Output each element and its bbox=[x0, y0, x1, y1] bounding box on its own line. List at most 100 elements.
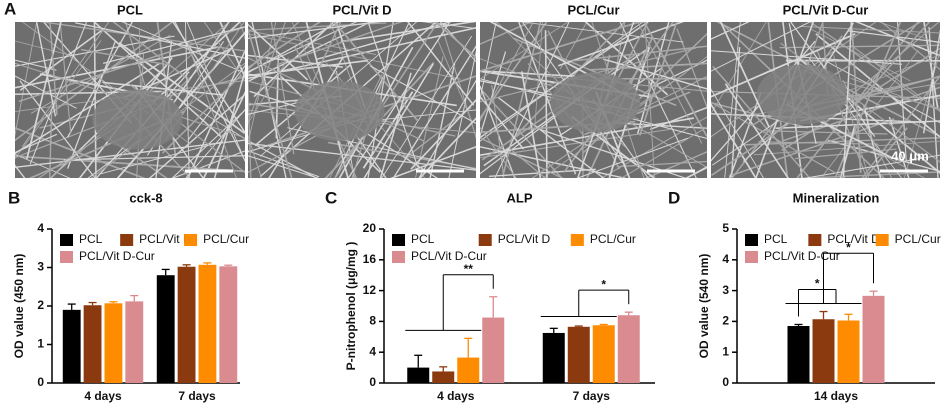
fiber bbox=[711, 22, 811, 72]
fiber bbox=[563, 22, 674, 173]
fiber bbox=[15, 75, 77, 109]
fiber bbox=[15, 139, 245, 168]
fiber bbox=[842, 80, 893, 178]
fiber bbox=[26, 22, 62, 160]
legend-label: PCL/Cur bbox=[895, 232, 941, 246]
legend-swatch bbox=[570, 234, 584, 246]
fiber bbox=[186, 102, 245, 140]
significance: ** bbox=[464, 262, 474, 276]
fiber bbox=[494, 22, 570, 178]
fiber bbox=[577, 22, 635, 178]
fiber bbox=[248, 30, 377, 56]
legend-swatch bbox=[120, 234, 134, 246]
fiber bbox=[248, 22, 382, 40]
fiber bbox=[711, 22, 750, 40]
fiber bbox=[753, 140, 940, 156]
legend-swatch bbox=[478, 234, 492, 246]
bar bbox=[125, 301, 144, 383]
fiber bbox=[370, 65, 476, 124]
panel-label: A bbox=[4, 0, 16, 18]
fiber bbox=[185, 109, 245, 178]
fiber bbox=[171, 150, 245, 178]
fiber bbox=[491, 84, 505, 178]
legend-label: PCL bbox=[411, 232, 435, 246]
fiber bbox=[248, 99, 308, 115]
fiber bbox=[724, 83, 790, 178]
legend-label: PCL/Vit D bbox=[139, 232, 192, 246]
bar bbox=[104, 303, 123, 383]
fiber bbox=[19, 80, 96, 178]
fiber bbox=[534, 22, 543, 131]
fiber bbox=[15, 62, 243, 138]
fiber bbox=[112, 22, 190, 81]
fiber bbox=[878, 22, 940, 45]
fiber bbox=[600, 116, 707, 178]
fiber bbox=[850, 22, 862, 174]
fiber bbox=[437, 40, 472, 121]
bar bbox=[62, 309, 81, 383]
fiber bbox=[649, 106, 707, 131]
fiber bbox=[418, 117, 476, 178]
fiber bbox=[21, 22, 110, 148]
bar bbox=[177, 266, 196, 383]
legend-label: PCL/Vit D-Cur bbox=[764, 249, 840, 263]
fiber bbox=[253, 22, 335, 98]
fiber bbox=[544, 30, 548, 178]
image-title: PCL bbox=[117, 2, 143, 17]
bar bbox=[219, 266, 238, 383]
legend-label: PCL/Cur bbox=[590, 232, 636, 246]
cell bbox=[294, 81, 385, 142]
fiber bbox=[103, 26, 245, 64]
bar bbox=[812, 319, 835, 383]
y-tick-label: 1 bbox=[722, 344, 729, 358]
fiber bbox=[148, 93, 245, 178]
fiber bbox=[842, 22, 853, 178]
y-tick-label: 4 bbox=[37, 221, 44, 235]
legend-label: PCL bbox=[764, 232, 788, 246]
fiber bbox=[497, 97, 605, 178]
fiber bbox=[187, 49, 245, 178]
fiber bbox=[248, 22, 340, 74]
fiber bbox=[711, 102, 757, 178]
fiber bbox=[834, 22, 902, 178]
bar bbox=[787, 326, 810, 383]
legend-label: PCL bbox=[79, 232, 103, 246]
y-tick-label: 2 bbox=[37, 298, 44, 312]
fiber bbox=[15, 35, 175, 67]
legend-label: PCL/Vit D-Cur bbox=[411, 249, 487, 263]
fiber bbox=[15, 155, 245, 173]
fiber bbox=[248, 139, 318, 178]
fiber bbox=[248, 64, 252, 178]
fiber bbox=[185, 22, 190, 178]
fiber bbox=[863, 127, 908, 178]
fiber bbox=[636, 22, 703, 144]
fiber bbox=[410, 99, 476, 170]
fiber bbox=[248, 22, 277, 146]
image-title: PCL/Cur bbox=[568, 2, 620, 17]
fiber bbox=[796, 22, 919, 178]
bar bbox=[407, 367, 430, 383]
fiber bbox=[434, 22, 476, 59]
fiber bbox=[152, 22, 242, 103]
fiber bbox=[643, 22, 707, 137]
legend-swatch bbox=[745, 251, 758, 263]
fiber bbox=[355, 134, 387, 178]
fiber bbox=[684, 165, 707, 178]
fiber bbox=[15, 153, 71, 178]
y-tick-label: 3 bbox=[37, 260, 44, 274]
fiber bbox=[248, 54, 343, 68]
bar bbox=[592, 325, 615, 383]
fiber bbox=[711, 50, 903, 65]
legend-swatch bbox=[60, 251, 73, 263]
fiber bbox=[98, 141, 223, 175]
significance: * bbox=[846, 240, 851, 254]
fiber bbox=[74, 22, 245, 59]
bar bbox=[617, 315, 640, 383]
fiber bbox=[340, 22, 476, 43]
y-tick-label: 0 bbox=[722, 375, 729, 389]
fiber bbox=[712, 117, 784, 166]
fiber bbox=[728, 92, 762, 178]
fiber bbox=[779, 44, 940, 49]
bar bbox=[482, 317, 505, 383]
